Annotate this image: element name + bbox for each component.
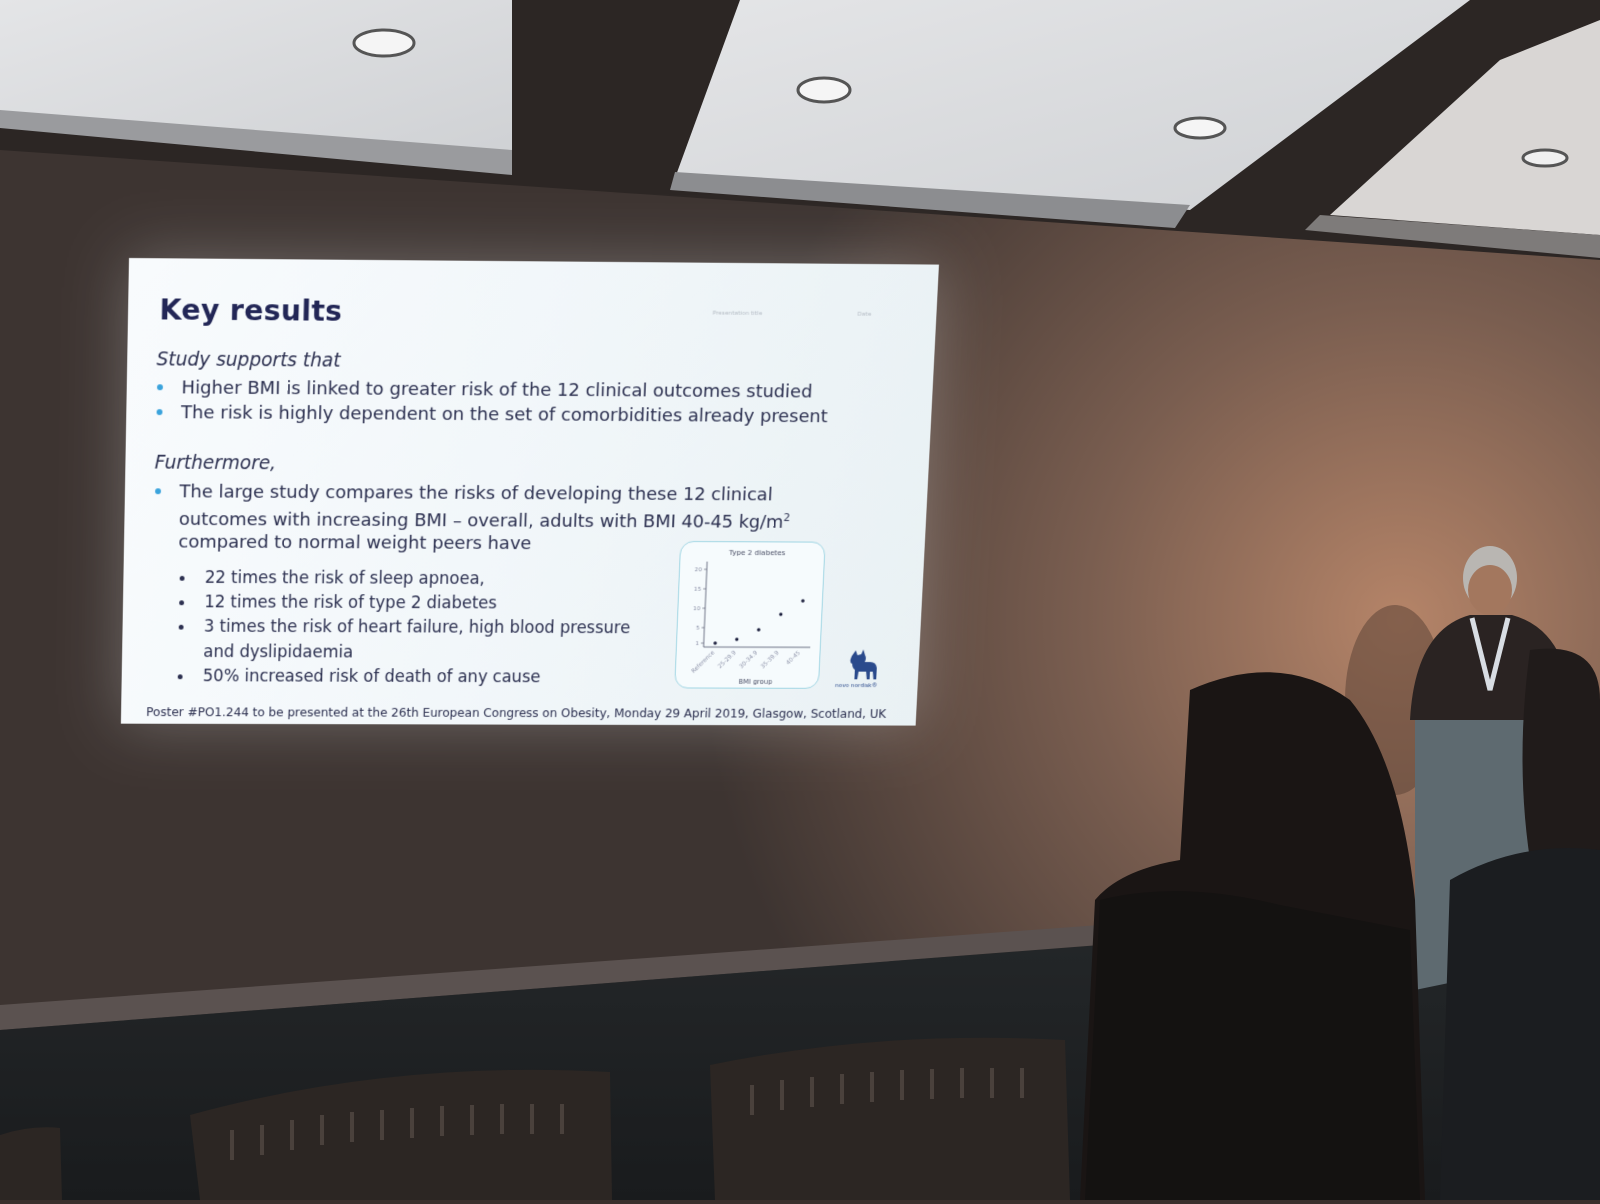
chart-y-tick-label: 5 <box>696 625 700 632</box>
sub-bullet-dot <box>179 600 184 605</box>
sub-bullet-text: 50% increased risk of death of any cause <box>203 667 541 687</box>
slide-footnote: Poster #PO1.244 to be presented at the 2… <box>146 704 887 720</box>
chart-x-tick-label: Reference <box>690 649 716 675</box>
bullet-item: The risk is highly dependent on the set … <box>181 401 828 428</box>
projected-slide: Presentation title Date Key results Stud… <box>121 258 939 726</box>
bullet-text: compared to normal weight peers have <box>178 532 532 554</box>
ceiling-light <box>798 78 850 102</box>
ceiling-light <box>1175 118 1225 138</box>
slide-title: Key results <box>159 292 343 327</box>
chart-y-tick-label: 1 <box>695 641 699 648</box>
chair-back <box>710 1038 1070 1200</box>
sub-bullet-dot <box>180 576 185 581</box>
chart-point <box>801 599 805 603</box>
bullet-item: Higher BMI is linked to greater risk of … <box>181 376 813 403</box>
bullet-text: The large study compares the risks of de… <box>179 482 773 506</box>
bullet-dot <box>157 409 163 415</box>
sub-bullet-continuation: and dyslipidaemia <box>203 639 353 665</box>
chart-x-axis-label: BMI group <box>738 678 773 686</box>
ceiling-light <box>354 30 414 56</box>
chart-x-tick-label: 30-34.9 <box>738 649 759 670</box>
sub-bullet-dot <box>179 625 184 630</box>
chart-x-tick-label: 35-39.9 <box>760 650 781 671</box>
bull-icon <box>849 649 877 679</box>
chart-point <box>779 613 783 617</box>
sub-bullet-item: 22 times the risk of sleep apnoea, <box>205 565 486 592</box>
novo-nordisk-logo <box>837 646 888 687</box>
type2-diabetes-chart: Type 2 diabetes 15101520 Reference25-29.… <box>674 541 825 689</box>
sub-bullet-item: 3 times the risk of heart failure, high … <box>204 614 631 641</box>
section-lead: Study supports that <box>156 348 340 371</box>
chart-x-tick-label: 40-45 <box>785 650 802 667</box>
bullet-text: Higher BMI is linked to greater risk of … <box>181 377 813 402</box>
sub-bullet-text: and dyslipidaemia <box>203 642 353 662</box>
chart-title: Type 2 diabetes <box>728 548 786 557</box>
chair-back <box>0 1127 62 1200</box>
bullet-text: The risk is highly dependent on the set … <box>181 402 828 427</box>
slide-header-meta-right: Date <box>857 311 871 318</box>
ceiling-light <box>1523 150 1567 166</box>
audience-member-right-head <box>1523 649 1600 860</box>
sub-bullet-dot <box>178 674 183 679</box>
sub-bullet-text: 22 times the risk of sleep apnoea, <box>205 568 485 589</box>
speaker-face <box>1468 565 1512 615</box>
bullet-dot <box>157 384 163 390</box>
chart-y-tick-label: 20 <box>695 567 703 574</box>
chart-point <box>735 638 739 641</box>
slide-header-meta-left: Presentation title <box>712 310 762 317</box>
audience-member-right-body <box>1440 848 1600 1200</box>
superscript: 2 <box>783 511 790 524</box>
chart-y-tick-label: 10 <box>693 606 701 613</box>
chart-y-tick-label: 15 <box>694 586 702 593</box>
section-lead: Furthermore, <box>154 452 276 474</box>
slide-surface: Presentation title Date Key results Stud… <box>121 258 939 726</box>
sub-bullet-item: 50% increased risk of death of any cause <box>203 664 541 690</box>
chart-point <box>757 628 761 631</box>
chart-y-axis <box>704 562 708 647</box>
chart-point <box>713 641 717 644</box>
chart-svg: Type 2 diabetes 15101520 Reference25-29.… <box>675 542 824 688</box>
sub-bullet-text: 12 times the risk of type 2 diabetes <box>204 593 497 614</box>
logo-text: novo nordisk® <box>835 682 878 689</box>
chart-x-tick-label: 25-29.9 <box>717 649 738 670</box>
bullet-dot <box>155 488 161 494</box>
sub-bullet-item: 12 times the risk of type 2 diabetes <box>204 590 497 616</box>
bullet-text: outcomes with increasing BMI – overall, … <box>179 509 784 533</box>
audience-member-body <box>1085 891 1420 1200</box>
sub-bullet-text: 3 times the risk of heart failure, high … <box>204 617 631 638</box>
